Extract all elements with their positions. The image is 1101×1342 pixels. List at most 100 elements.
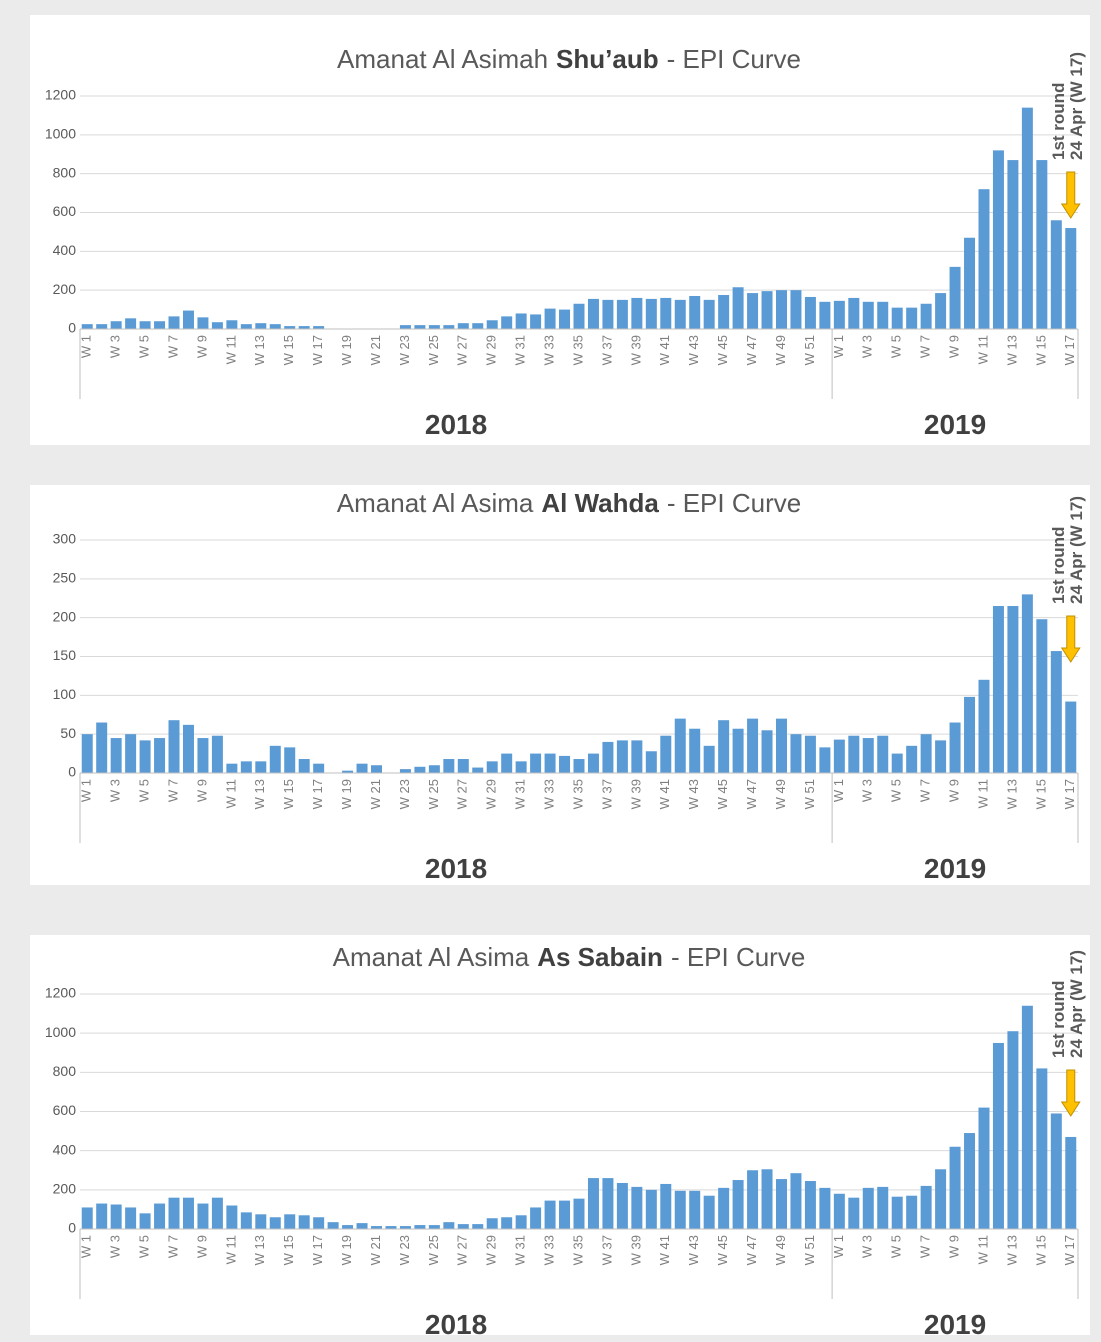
x-tick-label: W 49 bbox=[773, 1235, 788, 1265]
bar bbox=[906, 1195, 918, 1229]
bar bbox=[718, 295, 730, 329]
bar bbox=[819, 747, 831, 773]
bar bbox=[1065, 1136, 1077, 1229]
bar bbox=[1065, 701, 1077, 773]
title-part: Amanat Al Asimah bbox=[337, 44, 548, 74]
x-tick-label: W 17 bbox=[310, 335, 325, 365]
x-tick-label: W 11 bbox=[975, 335, 990, 364]
bar bbox=[964, 1133, 976, 1229]
bar bbox=[313, 763, 325, 773]
y-tick-label: 0 bbox=[68, 320, 76, 336]
x-tick-label: W 35 bbox=[570, 1235, 585, 1265]
bar bbox=[804, 1181, 816, 1229]
x-tick-label: W 31 bbox=[513, 779, 528, 809]
bar bbox=[747, 1170, 759, 1229]
bar bbox=[761, 1169, 773, 1229]
bar bbox=[1036, 1068, 1048, 1229]
bar bbox=[964, 237, 976, 329]
bar bbox=[689, 295, 701, 329]
bar bbox=[327, 1222, 339, 1229]
y-tick-label: 0 bbox=[68, 764, 76, 780]
bar bbox=[891, 1196, 903, 1229]
x-tick-label: W 47 bbox=[744, 779, 759, 809]
bar bbox=[168, 316, 180, 329]
x-tick-label: W 43 bbox=[686, 1235, 701, 1265]
bar bbox=[559, 309, 571, 329]
x-tick-label: W 31 bbox=[513, 1235, 528, 1265]
x-tick-label: W 5 bbox=[889, 335, 904, 358]
x-tick-label: W 29 bbox=[484, 1235, 499, 1265]
bar bbox=[472, 323, 484, 329]
bar bbox=[674, 299, 686, 329]
bar bbox=[877, 1186, 889, 1229]
bar bbox=[414, 766, 426, 773]
x-tick-label: W 3 bbox=[860, 335, 875, 358]
bar bbox=[428, 765, 440, 773]
bar bbox=[515, 761, 527, 773]
chart-title: Amanat Al Asima Al Wahda - EPI Curve bbox=[337, 488, 801, 518]
bar bbox=[1021, 1005, 1033, 1229]
x-tick-label: W 17 bbox=[1062, 335, 1077, 365]
y-tick-label: 150 bbox=[53, 647, 77, 663]
x-tick-label: W 23 bbox=[397, 1235, 412, 1265]
title-part: As Sabain bbox=[537, 942, 663, 972]
x-tick-label: W 7 bbox=[165, 1235, 180, 1258]
x-tick-label: W 45 bbox=[715, 779, 730, 809]
bar bbox=[313, 326, 325, 329]
bar bbox=[689, 1190, 701, 1229]
bar bbox=[877, 301, 889, 329]
x-tick-label: W 5 bbox=[889, 779, 904, 802]
bar bbox=[211, 735, 223, 773]
bar bbox=[848, 297, 860, 329]
x-tick-label: W 17 bbox=[1062, 779, 1077, 809]
bar bbox=[255, 1214, 267, 1229]
bar bbox=[1021, 594, 1033, 773]
bar bbox=[1036, 160, 1048, 329]
x-tick-label: W 41 bbox=[657, 1235, 672, 1265]
x-tick-label: W 17 bbox=[1062, 1235, 1077, 1265]
x-tick-label: W 27 bbox=[455, 335, 470, 365]
bar bbox=[356, 1223, 368, 1229]
bar bbox=[457, 1224, 469, 1229]
annotation: 1st round bbox=[1049, 981, 1068, 1058]
x-tick-label: W 13 bbox=[1004, 1235, 1019, 1265]
x-tick-label: W 7 bbox=[918, 1235, 933, 1258]
bar bbox=[501, 753, 513, 773]
x-tick-label: W 37 bbox=[599, 335, 614, 365]
bar bbox=[298, 759, 310, 773]
x-tick-label: W 1 bbox=[79, 779, 94, 802]
bar bbox=[371, 765, 383, 773]
bar bbox=[732, 728, 744, 773]
bar bbox=[819, 301, 831, 329]
bar bbox=[602, 299, 614, 329]
x-tick-label: W 5 bbox=[137, 1235, 152, 1258]
x-tick-label: W 47 bbox=[744, 1235, 759, 1265]
bar bbox=[602, 741, 614, 773]
title-part: Al Wahda bbox=[541, 488, 659, 518]
x-tick-label: W 3 bbox=[860, 1235, 875, 1258]
bar bbox=[689, 728, 701, 773]
bar bbox=[240, 1212, 252, 1229]
annotation: 1st round bbox=[1049, 527, 1068, 604]
x-tick-label: W 7 bbox=[165, 335, 180, 358]
bar bbox=[298, 1215, 310, 1229]
bar bbox=[645, 1189, 657, 1229]
bar bbox=[125, 734, 137, 773]
bar bbox=[81, 734, 93, 773]
bar bbox=[718, 720, 730, 773]
x-tick-label: W 11 bbox=[223, 335, 238, 364]
x-tick-label: W 3 bbox=[108, 779, 123, 802]
x-tick-label: W 7 bbox=[918, 335, 933, 358]
bar bbox=[154, 1203, 166, 1229]
annotation: 1st round bbox=[1049, 83, 1068, 160]
bar bbox=[1050, 220, 1062, 329]
bar bbox=[125, 318, 137, 329]
bar bbox=[747, 293, 759, 329]
x-tick-label: W 41 bbox=[657, 335, 672, 365]
bar bbox=[761, 730, 773, 773]
bar bbox=[949, 722, 961, 773]
bar bbox=[587, 753, 599, 773]
x-tick-label: W 25 bbox=[426, 335, 441, 365]
bar bbox=[197, 317, 209, 329]
